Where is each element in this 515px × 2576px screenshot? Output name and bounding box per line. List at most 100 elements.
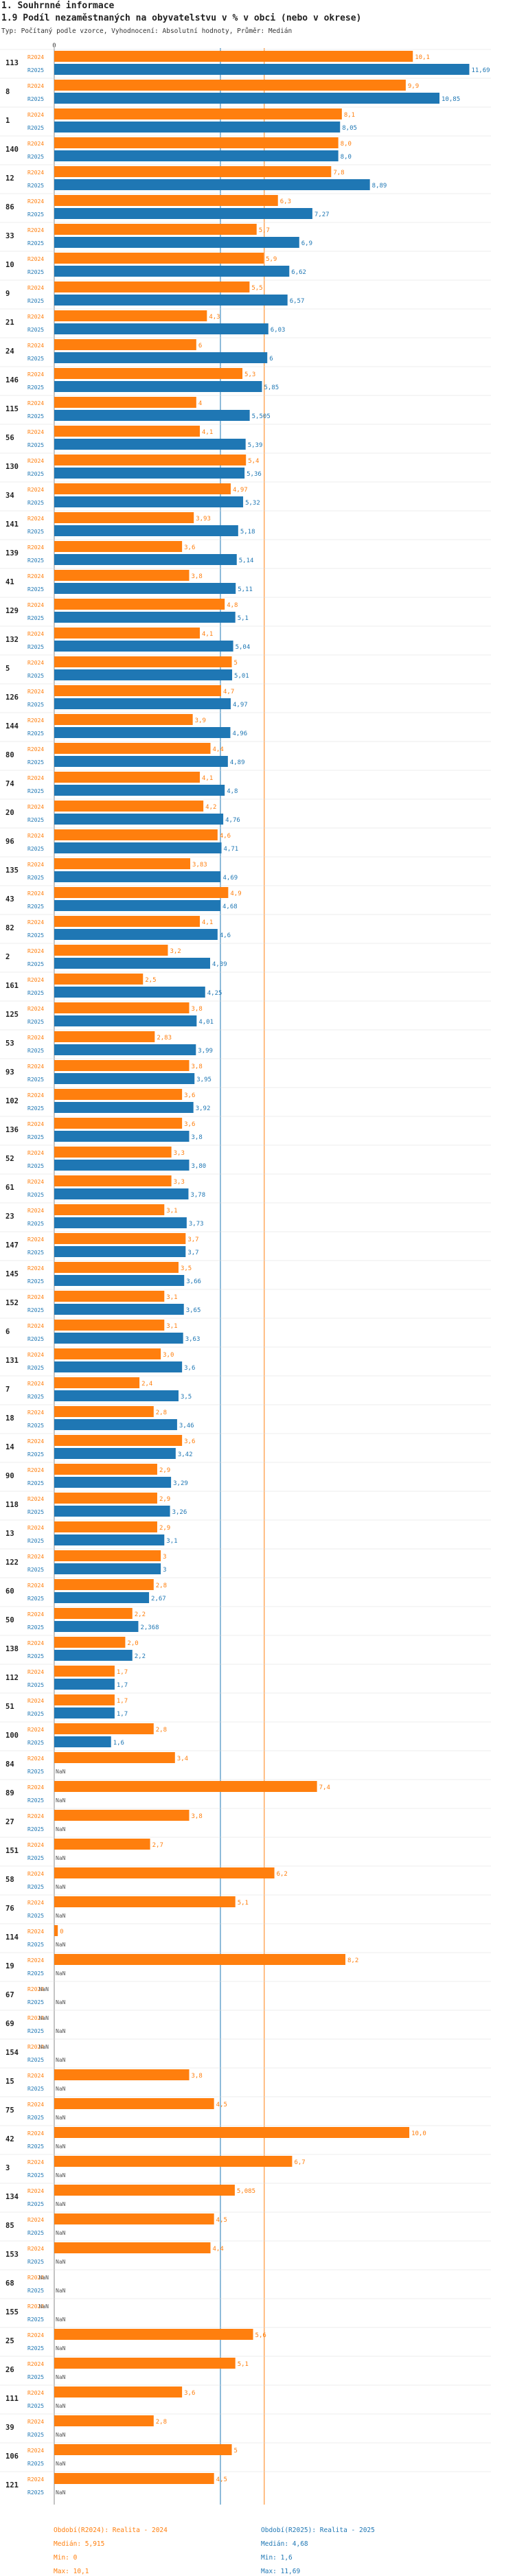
bar-2025: [54, 93, 440, 104]
series-label-2025: R2025: [27, 327, 44, 333]
series-label-2025: R2025: [27, 2143, 44, 2150]
bar-2024: [54, 1204, 165, 1215]
series-label-2025: R2025: [27, 529, 44, 535]
value-label-2024: 3,8: [191, 573, 202, 580]
bar-2024: [54, 137, 339, 148]
value-label-2025: NaN: [56, 1884, 66, 1890]
category-label: 69: [5, 2020, 14, 2028]
value-label-2024: 10,1: [415, 54, 430, 61]
value-label-2025: 3,65: [186, 1307, 201, 1314]
category-label: 114: [5, 1933, 19, 1942]
value-label-2025: 6,57: [290, 298, 305, 305]
value-label-2025: 3,95: [196, 1077, 211, 1083]
value-label-2024: 3,8: [191, 1006, 202, 1013]
bar-2024: [54, 2156, 293, 2167]
bar-2025: [54, 208, 312, 219]
bar-2025: [54, 1679, 115, 1690]
value-label-2024: 5,9: [266, 256, 277, 263]
value-label-2024: 2,7: [152, 1842, 163, 1849]
value-label-2024: 3,8: [191, 1063, 202, 1070]
bar-2024: [54, 310, 207, 321]
series-label-2024: R2024: [27, 227, 44, 233]
value-label-2024: 3,4: [177, 1756, 188, 1762]
series-label-2025: R2025: [27, 961, 44, 967]
bar-2024: [54, 1493, 157, 1504]
bar-2024: [54, 1608, 133, 1619]
bar-2025: [54, 1015, 197, 1026]
bar-2024: [54, 2098, 214, 2109]
value-label-2025: 4,97: [233, 702, 248, 709]
value-label-2025: NaN: [56, 2115, 66, 2121]
series-label-2025: R2025: [27, 615, 44, 621]
category-label: 85: [5, 2222, 14, 2230]
series-label-2024: R2024: [27, 602, 44, 608]
category-label: 43: [5, 895, 14, 904]
bar-2024: [54, 339, 196, 350]
bar-2025: [54, 842, 222, 853]
series-label-2024: R2024: [27, 1438, 44, 1445]
series-label-2025: R2025: [27, 2403, 44, 2409]
value-label-2025: 3,73: [189, 1221, 204, 1228]
value-label-2025: NaN: [56, 2259, 66, 2265]
bar-2024: [54, 628, 200, 639]
series-label-2024: R2024: [27, 1092, 44, 1099]
bar-2024: [54, 570, 190, 581]
series-label-2025: R2025: [27, 2345, 44, 2351]
bar-2024: [54, 1550, 161, 1561]
series-label-2025: R2025: [27, 1336, 44, 1342]
value-label-2024: 2,8: [156, 1410, 167, 1416]
value-label-2025: 3,1: [166, 1538, 177, 1545]
series-label-2025: R2025: [27, 183, 44, 189]
bar-2025: [54, 1477, 172, 1488]
series-label-2024: R2024: [27, 1237, 44, 1243]
series-label-2025: R2025: [27, 413, 44, 419]
series-label-2025: R2025: [27, 1451, 44, 1458]
bar-2025: [54, 1448, 176, 1459]
series-label-2024: R2024: [27, 256, 44, 262]
category-label: 145: [5, 1270, 19, 1278]
series-label-2025: R2025: [27, 1192, 44, 1198]
value-label-2025: 5,14: [239, 557, 254, 564]
bar-2025: [54, 1102, 194, 1113]
bar-2024: [54, 1781, 317, 1792]
category-label: 115: [5, 405, 19, 413]
category-label: 21: [5, 319, 14, 327]
value-label-2025: 6: [269, 356, 273, 363]
value-label-2025: 5,01: [234, 673, 249, 680]
series-label-2025: R2025: [27, 1711, 44, 1717]
bar-2024: [54, 1694, 115, 1705]
value-label-2024: 5,1: [238, 1900, 249, 1907]
category-label: 24: [5, 347, 14, 356]
value-label-2025: NaN: [56, 1913, 66, 1919]
category-label: 12: [5, 174, 14, 183]
bar-2025: [54, 1073, 195, 1084]
value-label-2024: 3,3: [174, 1179, 185, 1186]
series-label-2025: R2025: [27, 1913, 44, 1919]
series-label-2024: R2024: [27, 458, 44, 464]
value-label-2024: 4,9: [230, 890, 241, 897]
series-label-2024: R2024: [27, 1986, 44, 1992]
bar-2024: [54, 887, 229, 898]
value-label-2025: 2,368: [140, 1624, 159, 1631]
series-label-2024: R2024: [27, 2390, 44, 2396]
series-label-2025: R2025: [27, 211, 44, 218]
value-label-2024: 4,5: [216, 2217, 227, 2224]
series-label-2024: R2024: [27, 1467, 44, 1473]
bar-2024: [54, 2127, 410, 2138]
series-label-2025: R2025: [27, 1942, 44, 1948]
value-label-2025: NaN: [56, 2201, 66, 2207]
value-label-2024: 3,8: [191, 2073, 202, 2080]
bar-2024: [54, 1175, 172, 1186]
bar-2025: [54, 150, 339, 161]
value-label-2025: NaN: [56, 2489, 66, 2496]
series-label-2025: R2025: [27, 788, 44, 794]
value-label-2024: 5,6: [255, 2332, 266, 2339]
value-label-2025: 6,62: [291, 269, 306, 276]
bar-2024: [54, 1954, 345, 1965]
series-label-2025: R2025: [27, 1769, 44, 1775]
series-label-2024: R2024: [27, 2275, 44, 2281]
value-label-2025: 3: [163, 1567, 166, 1574]
value-label-2024: 4,5: [216, 2476, 227, 2483]
category-label: 8: [5, 88, 10, 96]
category-label: 125: [5, 1011, 19, 1019]
